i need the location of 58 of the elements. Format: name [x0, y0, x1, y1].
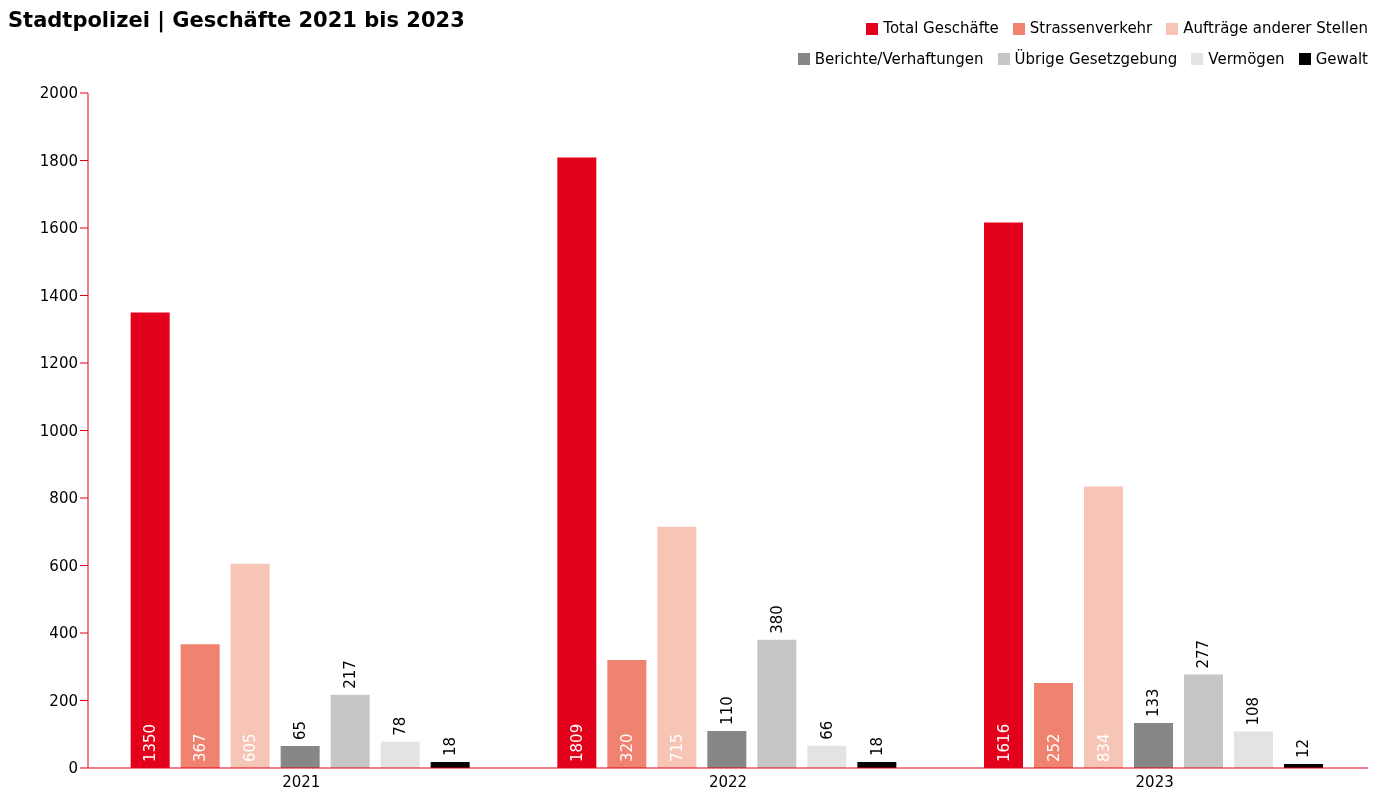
data-label: 66: [817, 720, 836, 740]
legend-label: Übrige Gesetzgebung: [1013, 48, 1178, 70]
y-tick-label: 600: [49, 556, 78, 575]
data-label: 252: [1044, 733, 1063, 762]
bar: [380, 741, 420, 768]
bar: [657, 526, 697, 768]
y-tick-label: 2000: [39, 84, 78, 103]
legend-label: Berichte/Verhaftungen: [813, 48, 984, 70]
legend-label: Vermögen: [1207, 48, 1285, 70]
data-label: 1616: [994, 723, 1013, 762]
data-label: 65: [291, 720, 310, 741]
data-label: 12: [1294, 738, 1313, 758]
x-tick-label: 2021: [282, 772, 321, 791]
bar: [280, 746, 320, 768]
data-label: 834: [1094, 733, 1113, 762]
bar: [607, 660, 647, 768]
data-label: 133: [1144, 688, 1163, 718]
data-label: 320: [617, 733, 636, 762]
data-label: 18: [867, 736, 886, 756]
y-tick-label: 1200: [39, 354, 78, 373]
y-tick-label: 1400: [39, 286, 78, 305]
data-label: 108: [1244, 696, 1263, 726]
y-tick-label: 200: [49, 691, 78, 710]
bar: [1134, 723, 1173, 768]
data-label: 367: [191, 733, 210, 762]
bar: [1034, 682, 1073, 768]
chart-title: Stadtpolizei | Geschäfte 2021 bis 2023: [8, 8, 465, 32]
bar: [757, 639, 797, 768]
data-label: 1350: [141, 723, 160, 762]
data-label: 217: [341, 660, 360, 689]
y-tick-label: 800: [49, 489, 78, 508]
bar: [807, 745, 847, 768]
bar: [1084, 486, 1123, 768]
y-tick-label: 1600: [39, 219, 78, 238]
bar: [1234, 731, 1273, 768]
legend-label: Gewalt: [1314, 48, 1368, 70]
data-label: 78: [391, 716, 410, 736]
bar: [230, 563, 270, 768]
y-tick-label: 1800: [39, 151, 78, 170]
bar: [180, 644, 220, 768]
legend-label: Total Geschäfte: [882, 18, 999, 39]
bar: [330, 694, 370, 768]
y-tick-label: 1000: [39, 421, 78, 440]
x-tick-label: 2022: [708, 772, 748, 791]
data-label: 277: [1194, 639, 1213, 669]
data-label: 18: [441, 736, 460, 756]
y-tick-label: 0: [68, 759, 78, 778]
data-label: 380: [767, 605, 786, 634]
data-label: 110: [717, 696, 736, 725]
bar: [1184, 674, 1223, 768]
x-tick-label: 2023: [1135, 772, 1174, 791]
legend-label: Aufträge anderer Stellen: [1182, 18, 1368, 39]
bar: [707, 730, 747, 768]
legend-label: Strassenverkehr: [1028, 18, 1153, 39]
data-label: 715: [667, 733, 686, 762]
data-label: 605: [241, 733, 260, 762]
y-tick-label: 400: [49, 624, 78, 643]
data-label: 1809: [567, 723, 586, 762]
